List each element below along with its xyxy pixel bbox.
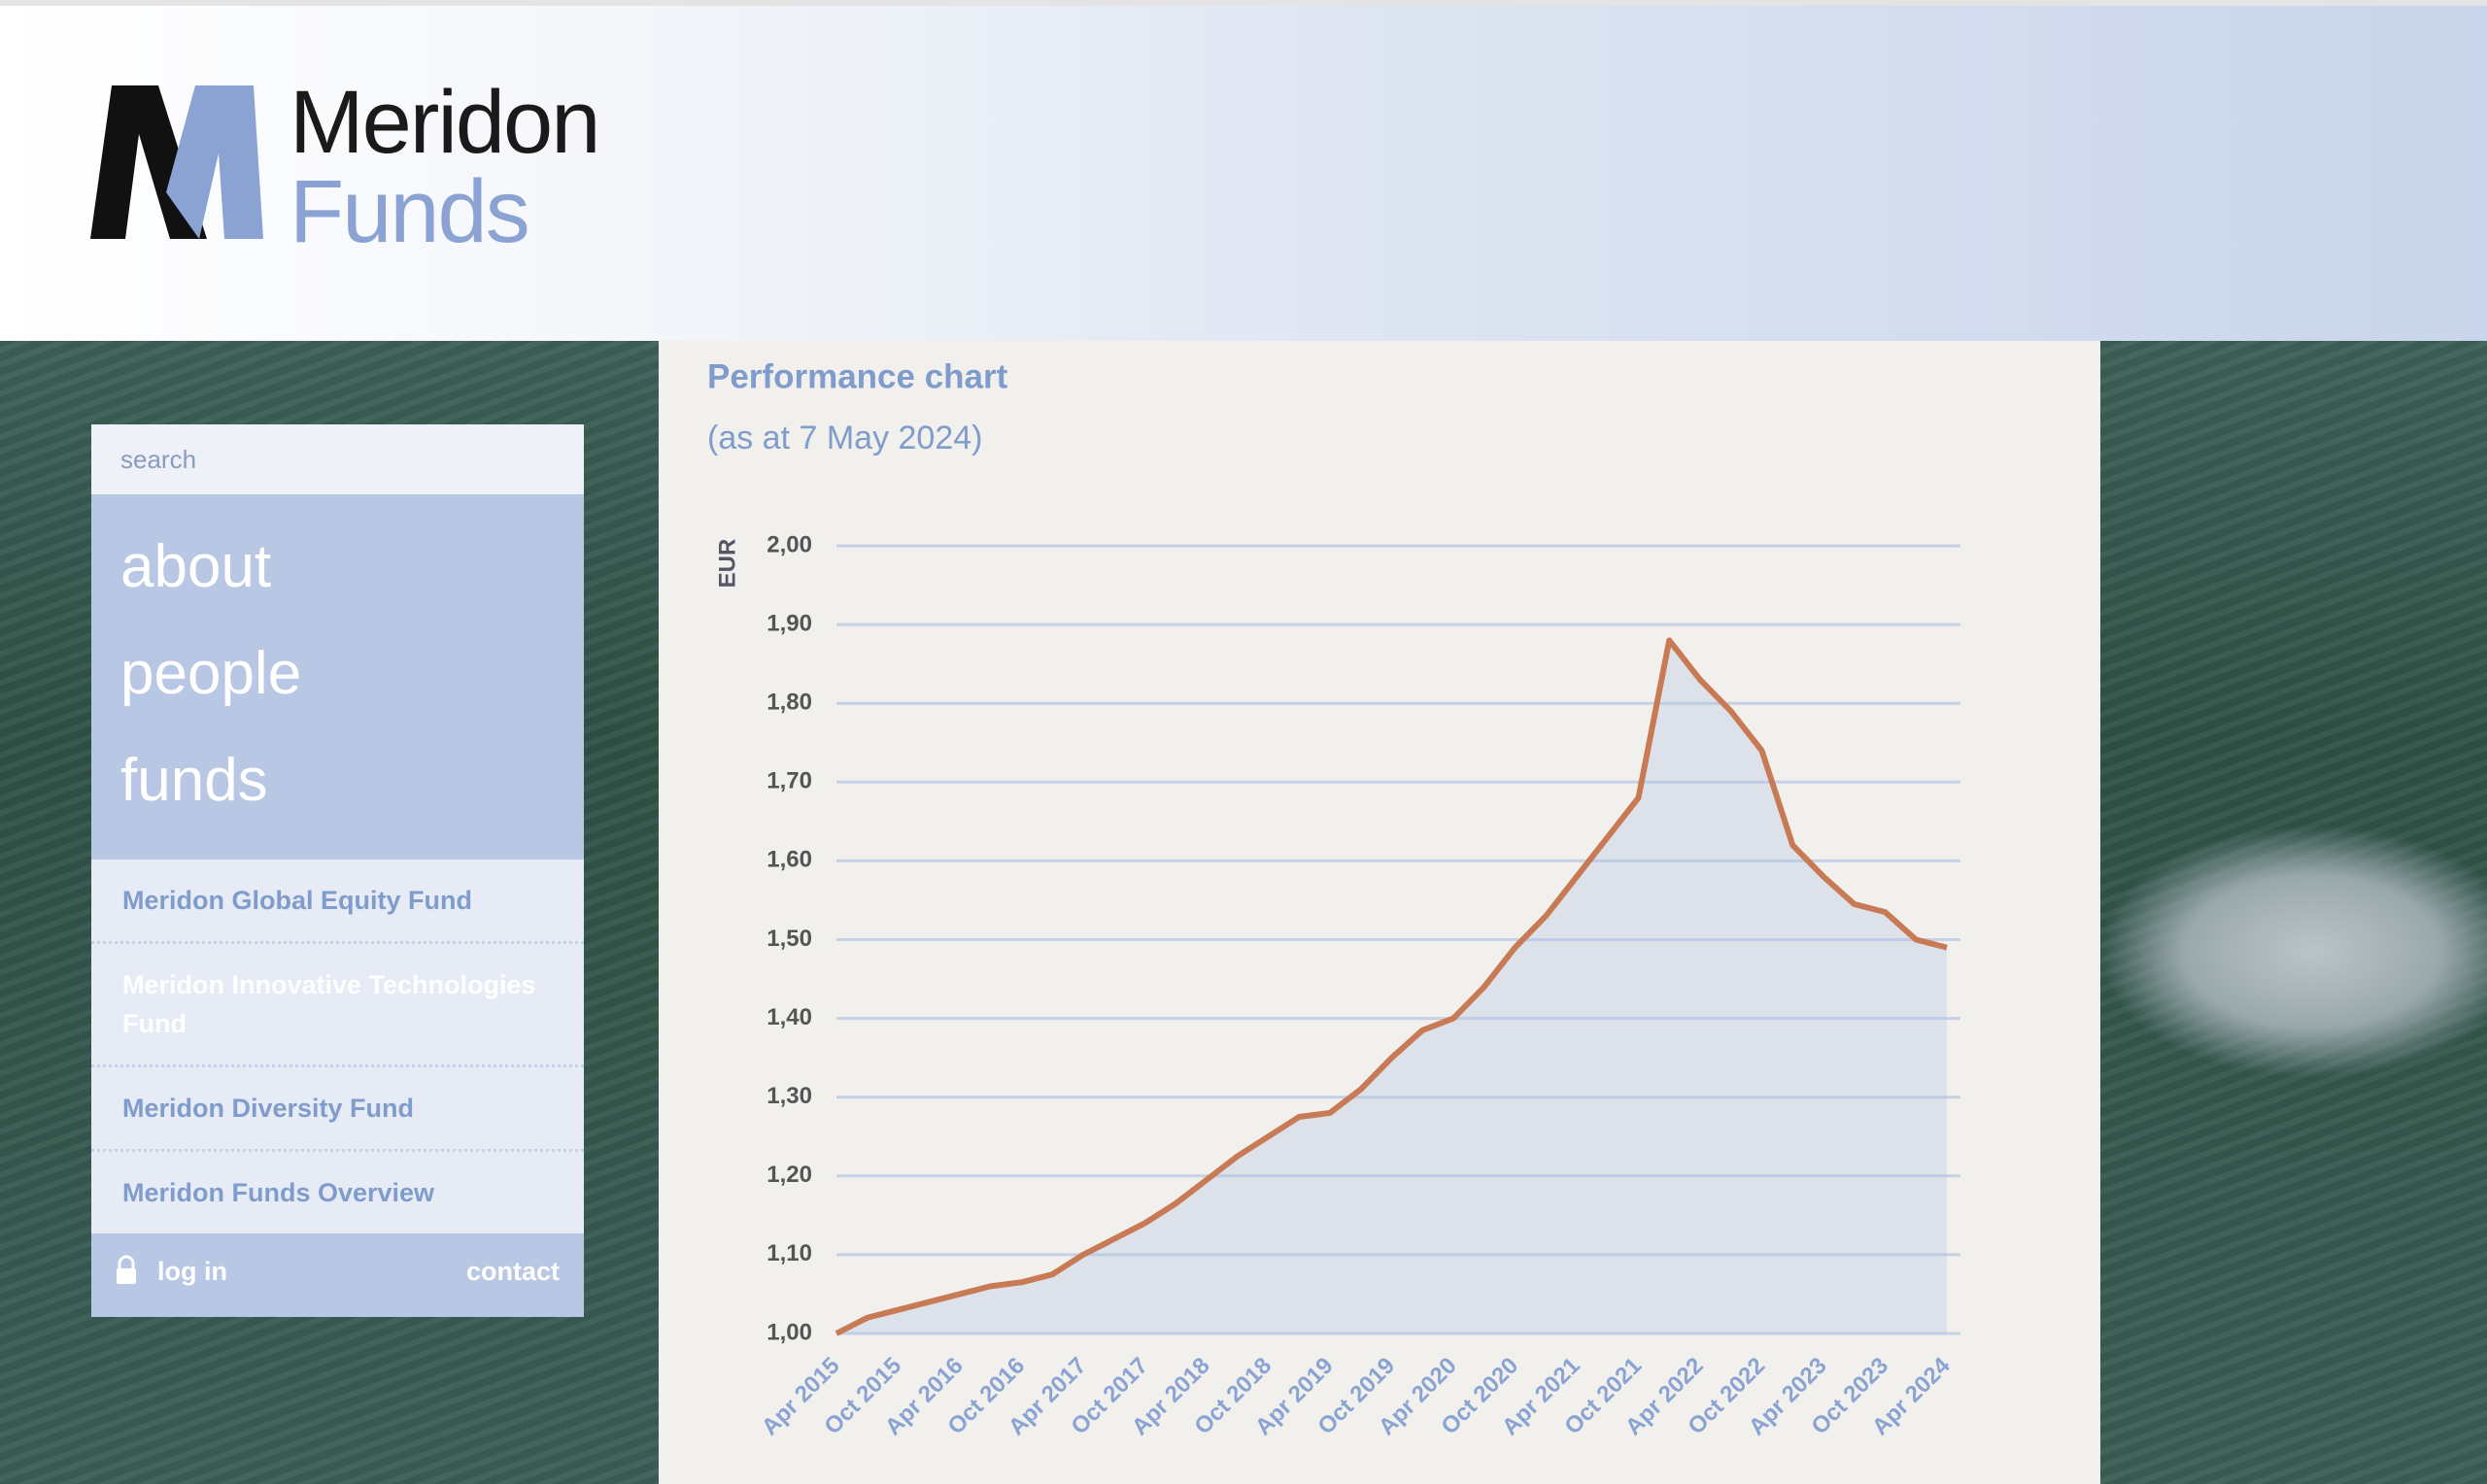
search-box[interactable]: search	[91, 424, 584, 494]
y-tick-label: 1,80	[767, 690, 812, 716]
y-tick-label: 1,90	[767, 610, 812, 636]
nav-link[interactable]: people	[120, 640, 302, 707]
fund-link[interactable]: Meridon Global Equity Fund	[91, 860, 584, 944]
fund-link[interactable]: Meridon Funds Overview	[122, 1178, 435, 1207]
y-tick-label: 1,70	[767, 768, 812, 794]
sidebar: search about people funds Meridon Global…	[91, 424, 584, 1317]
nav: about people funds	[91, 494, 584, 860]
lock-icon	[117, 1255, 136, 1284]
y-tick-label: 1,00	[767, 1319, 812, 1345]
nav-link[interactable]: about	[120, 533, 272, 600]
logo-text[interactable]: Meridon	[290, 73, 600, 172]
y-tick-label: 1,30	[767, 1083, 812, 1109]
y-tick-label: 1,60	[767, 847, 812, 873]
chart-title: Performance chart	[707, 357, 1008, 395]
logo-mark[interactable]	[90, 85, 270, 241]
chart-subtitle: (as at 7 May 2024)	[707, 420, 982, 456]
login-link[interactable]: log in	[157, 1257, 227, 1286]
y-tick-label: 1,50	[767, 926, 812, 952]
y-axis-label: EUR	[714, 539, 740, 589]
y-tick-label: 1,20	[767, 1162, 812, 1188]
content-panel	[659, 341, 2100, 1484]
y-tick-label: 2,00	[767, 531, 812, 557]
fund-link[interactable]: Meridon Diversity Fund	[91, 1067, 584, 1152]
line	[835, 637, 1948, 1336]
nav-link[interactable]: funds	[120, 747, 268, 814]
logo-text[interactable]: Funds	[290, 162, 530, 261]
fund-list: Meridon Global Equity Fund Meridon Innov…	[91, 860, 584, 1233]
header: Meridon Funds	[0, 0, 2487, 341]
contact-link[interactable]: contact	[465, 1257, 560, 1286]
fund-link[interactable]: Meridon Innovative Technologies Fund	[91, 944, 584, 1067]
y-tick-label: 1,10	[767, 1240, 812, 1266]
area	[836, 640, 1947, 1333]
sidebar-footer: log in contact	[91, 1233, 584, 1317]
y-tick-label: 1,40	[767, 1004, 812, 1030]
